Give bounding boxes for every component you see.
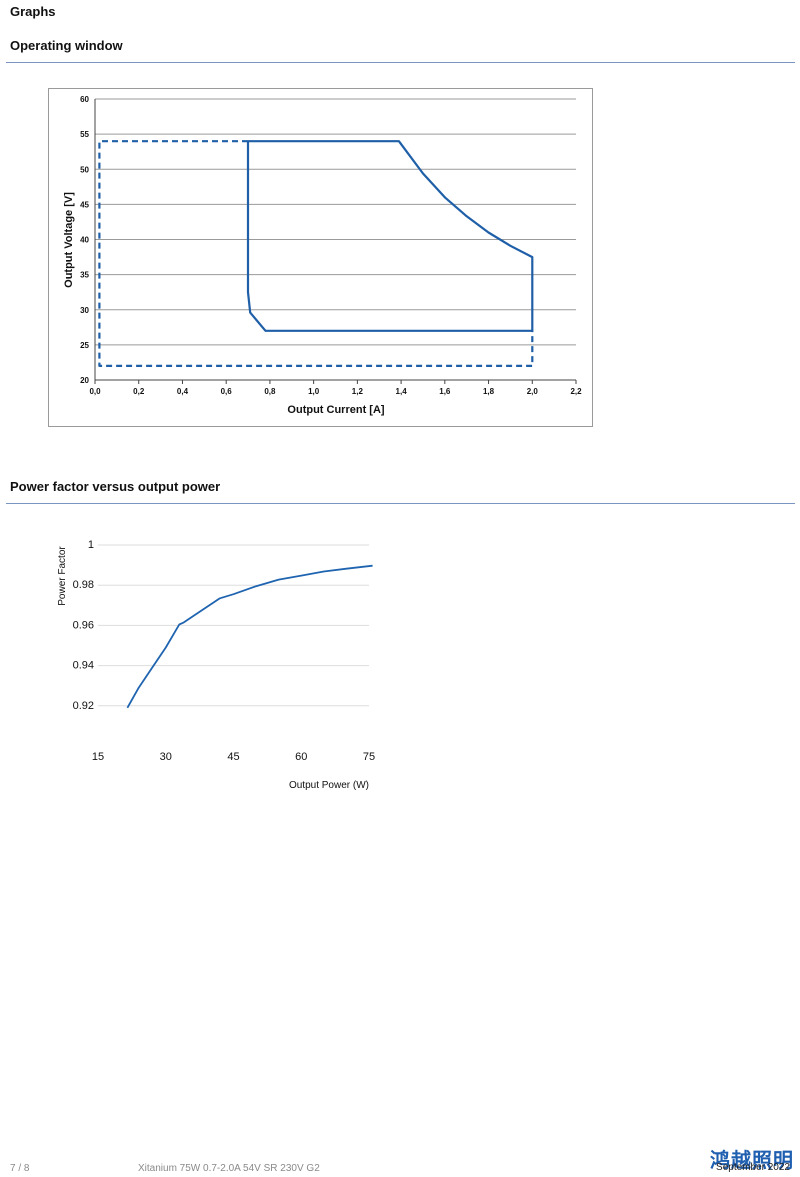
y-tick-label: 45 [80,200,89,209]
product-name: Xitanium 75W 0.7-2.0A 54V SR 230V G2 [138,1163,320,1174]
power-factor-heading: Power factor versus output power [10,479,221,494]
y-tick-label: 50 [80,165,89,174]
y-tick-label: 55 [80,130,89,139]
x-tick-label: 1,6 [439,387,451,396]
y-tick-label: 40 [80,236,89,245]
x-tick-label: 1,8 [483,387,495,396]
publication-date: September 2022 [716,1162,790,1173]
x-tick-label: 2,2 [570,387,582,396]
x-tick-label: 60 [295,751,307,763]
y-tick-label: 25 [80,341,89,350]
x-axis-label: Output Power (W) [289,780,369,791]
operating-window-chart: 20 25 30 35 40 45 50 55 60 0,0 0,2 0,4 0,6 0,8 1,0 1,2 1… [48,88,593,427]
y-tick-label: 1 [88,539,94,551]
dashed-limit-line [98,140,534,367]
x-tick-label: 0,8 [264,387,276,396]
operating-window-heading: Operating window [10,38,123,53]
heading-divider [6,503,795,504]
x-tick-label: 2,0 [527,387,539,396]
power-factor-chart: 0.92 0.94 0.96 0.98 1 15 30 45 60 75 Output Power … [40,530,385,800]
x-tick-label: 30 [160,751,172,763]
x-tick-label: 0,4 [177,387,189,396]
y-tick-label: 60 [80,95,89,104]
x-axis-label: Output Current [A] [287,404,384,416]
x-tick-label: 45 [227,751,239,763]
y-tick-label: 20 [80,376,89,385]
y-tick-label: 30 [80,306,89,315]
x-tick-label: 1,0 [308,387,320,396]
operating-window-svg: 20 25 30 35 40 45 50 55 60 0,0 0,2 0,4 0,6 0,8 1,0 1,2 1… [63,95,582,416]
y-axis-label: Power Factor [57,546,68,606]
section-title: Graphs [10,4,56,19]
power-factor-svg: 0.92 0.94 0.96 0.98 1 15 30 45 60 75 Output Power … [57,539,375,791]
x-tick-label: 0,0 [89,387,101,396]
x-tick-label: 15 [92,751,104,763]
series-line [246,140,534,332]
x-tick-label: 75 [363,751,375,763]
y-tick-label: 0.92 [73,700,94,712]
page-number: 7 / 8 [10,1163,30,1174]
x-tick-label: 0,2 [133,387,145,396]
x-tick-label: 0,6 [221,387,233,396]
y-tick-label: 0.98 [73,579,94,591]
y-tick-label: 35 [80,271,89,280]
y-axis-label: Output Voltage [V] [63,192,75,288]
y-tick-label: 0.96 [73,619,94,631]
brand-logo: 鸿越照明 [710,1148,794,1172]
y-tick-label: 0.94 [73,660,94,672]
heading-divider [6,62,795,63]
x-tick-label: 1,2 [352,387,364,396]
x-tick-label: 1,4 [396,387,408,396]
series-line [126,564,373,709]
